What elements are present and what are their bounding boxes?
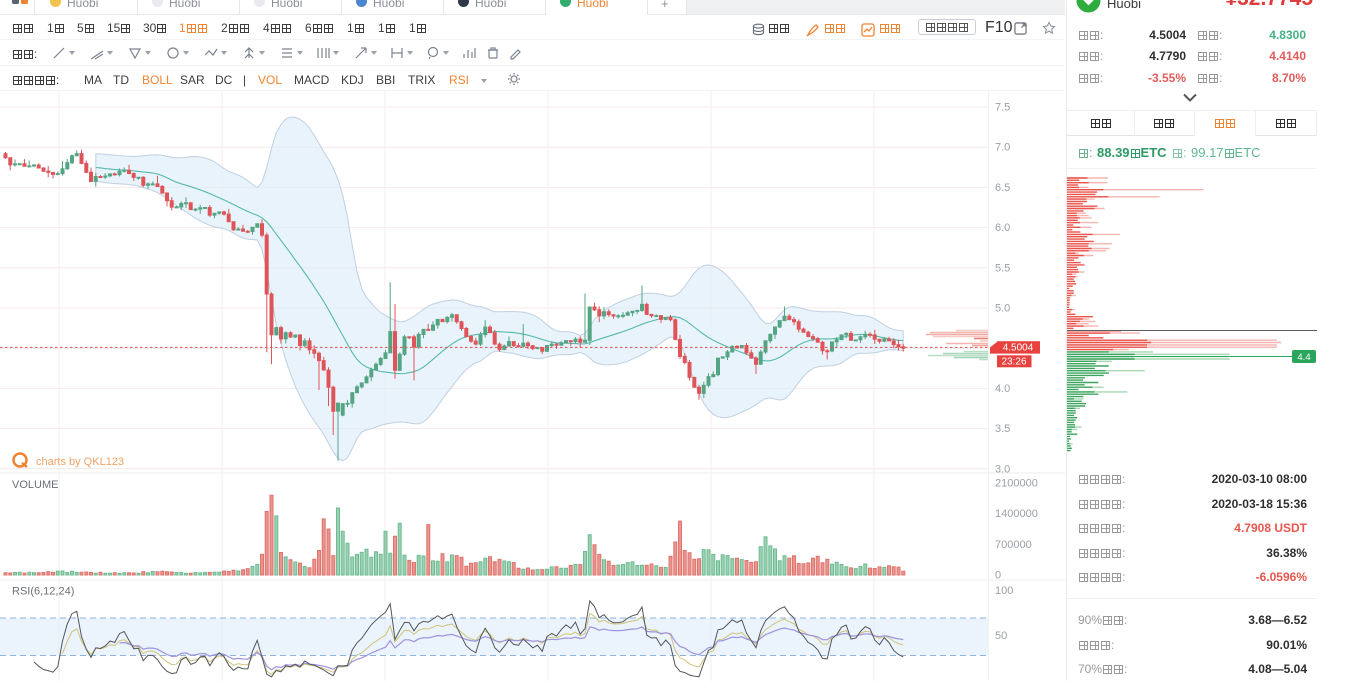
svg-text:4.4: 4.4 <box>1297 352 1310 363</box>
svg-text:5.5: 5.5 <box>995 262 1010 274</box>
svg-text:1400000: 1400000 <box>995 508 1038 520</box>
svg-text:100: 100 <box>995 585 1013 597</box>
svg-text:4.0: 4.0 <box>995 383 1010 395</box>
svg-text:7.5: 7.5 <box>995 102 1010 114</box>
svg-text:7.0: 7.0 <box>995 142 1010 154</box>
svg-text:700000: 700000 <box>995 539 1032 551</box>
svg-text:4.5004: 4.5004 <box>1003 343 1034 354</box>
svg-text:0: 0 <box>995 570 1001 582</box>
svg-text:6.0: 6.0 <box>995 222 1010 234</box>
svg-text:50: 50 <box>995 630 1007 642</box>
svg-text:VOLUME: VOLUME <box>12 479 58 491</box>
svg-text:2100000: 2100000 <box>995 478 1038 490</box>
svg-text:5.0: 5.0 <box>995 303 1010 315</box>
svg-text:6.5: 6.5 <box>995 182 1010 194</box>
svg-text:charts by QKL123: charts by QKL123 <box>36 456 124 468</box>
svg-text:RSI(6,12,24): RSI(6,12,24) <box>12 586 74 598</box>
svg-text:3.5: 3.5 <box>995 423 1010 435</box>
svg-text:23:26: 23:26 <box>1001 356 1026 367</box>
svg-text:3.0: 3.0 <box>995 463 1010 475</box>
